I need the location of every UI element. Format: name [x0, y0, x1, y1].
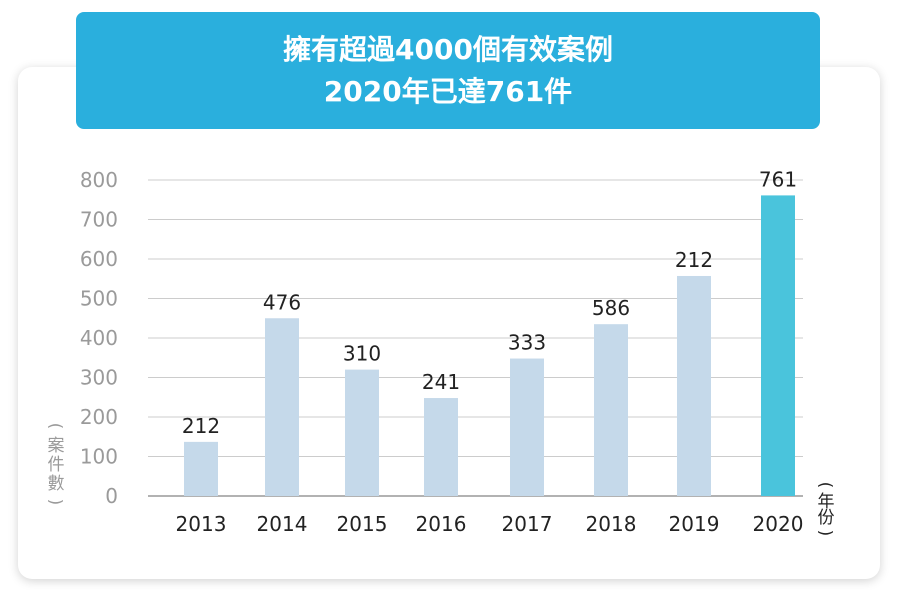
y-tick-label: 400 [80, 326, 118, 350]
data-label-2018: 586 [592, 296, 630, 320]
x-tick-label-2018: 2018 [586, 512, 637, 536]
y-tick-label: 500 [80, 287, 118, 311]
unit-char: 數 [48, 474, 65, 494]
unit-char: 年 [818, 492, 835, 512]
y-tick-label: 300 [80, 366, 118, 390]
headline-banner: 擁有超過4000個有效案例 2020年已達761件 [76, 12, 820, 129]
y-tick-label: 700 [80, 208, 118, 232]
data-label-2016: 241 [422, 370, 460, 394]
x-tick-label-2017: 2017 [502, 512, 553, 536]
x-tick-label-2019: 2019 [669, 512, 720, 536]
x-tick-label-2016: 2016 [416, 512, 467, 536]
bar-2015 [345, 369, 379, 496]
y-tick-label: 100 [80, 445, 118, 469]
unit-char: ( [815, 482, 835, 489]
x-tick-label-2013: 2013 [176, 512, 227, 536]
x-axis-label: ( 年份) [815, 482, 835, 537]
bar-2013 [184, 441, 218, 496]
unit-char: 份 [818, 508, 835, 528]
y-axis-label: ( 案件數) [45, 423, 65, 506]
headline-line-2: 2020年已達761件 [323, 74, 573, 108]
data-label-2017: 333 [508, 331, 546, 355]
data-label-2013: 212 [182, 414, 220, 438]
unit-char: ( [45, 423, 65, 430]
bar-2020 [761, 195, 795, 496]
bar-2014 [265, 318, 299, 496]
x-tick-label-2014: 2014 [257, 512, 308, 536]
data-label-2019: 212 [675, 248, 713, 272]
bar-2019 [677, 275, 711, 496]
x-tick-label-2020: 2020 [753, 512, 804, 536]
headline-line-1: 擁有超過4000個有效案例 [283, 32, 613, 66]
data-label-2014: 476 [263, 290, 301, 314]
unit-char: 案 [48, 436, 65, 456]
unit-char: ) [45, 499, 65, 506]
data-label-2015: 310 [343, 342, 381, 366]
y-tick-label: 200 [80, 405, 118, 429]
unit-char: 件 [48, 455, 65, 475]
data-label-2020: 761 [759, 167, 797, 191]
y-tick-label: 0 [105, 484, 118, 508]
y-tick-label: 600 [80, 247, 118, 271]
x-tick-label-2015: 2015 [337, 512, 388, 536]
unit-char: ) [815, 530, 835, 537]
bar-2018 [594, 324, 628, 496]
y-tick-label: 800 [80, 168, 118, 192]
bar-2017 [510, 358, 544, 496]
bar-2016 [424, 398, 458, 496]
